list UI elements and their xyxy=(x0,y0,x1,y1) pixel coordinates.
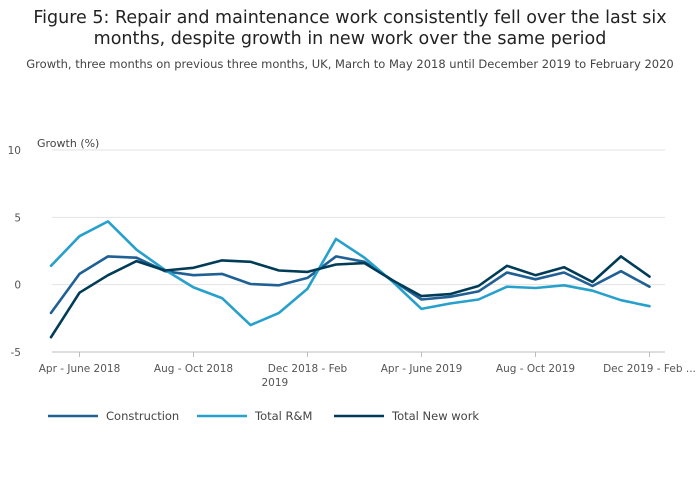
legend-label: Total R&M xyxy=(254,409,312,423)
x-tick-label: Apr - June 2019 xyxy=(381,363,463,375)
y-tick-label: 0 xyxy=(14,280,21,292)
y-axis-ticks: -5 0 5 10 xyxy=(8,145,21,359)
chart-title: Figure 5: Repair and maintenance work co… xyxy=(33,8,667,49)
x-tick-label: Dec 2018 - Feb 2019 xyxy=(262,363,348,389)
y-axis-label: Growth (%) xyxy=(37,137,99,150)
y-tick-label: 10 xyxy=(8,145,21,157)
x-axis: Apr - June 2018 Aug - Oct 2018 Dec 2018 - … xyxy=(39,352,696,389)
legend-item-total-r-m[interactable]: Total R&M xyxy=(197,409,312,423)
x-tick-label: Apr - June 2018 xyxy=(39,363,121,375)
series-line-total-new-work xyxy=(49,255,651,339)
x-tick-label: Dec 2019 - Feb ... xyxy=(603,363,696,375)
chart-subtitle: Growth, three months on previous three m… xyxy=(26,57,674,71)
legend[interactable]: Construction Total R&M Total New work xyxy=(48,409,479,423)
y-tick-label: -5 xyxy=(11,347,21,359)
y-tick-label: 5 xyxy=(14,212,21,224)
legend-item-construction[interactable]: Construction xyxy=(48,409,179,423)
gridlines xyxy=(52,149,665,353)
legend-label: Construction xyxy=(106,409,179,423)
series-lines xyxy=(49,220,651,339)
series-line-total-r-m xyxy=(49,220,651,327)
legend-label: Total New work xyxy=(391,409,479,423)
x-tick-label: Aug - Oct 2018 xyxy=(154,363,233,375)
x-tick-label: Aug - Oct 2019 xyxy=(496,363,575,375)
legend-item-total-new-work[interactable]: Total New work xyxy=(334,409,479,423)
